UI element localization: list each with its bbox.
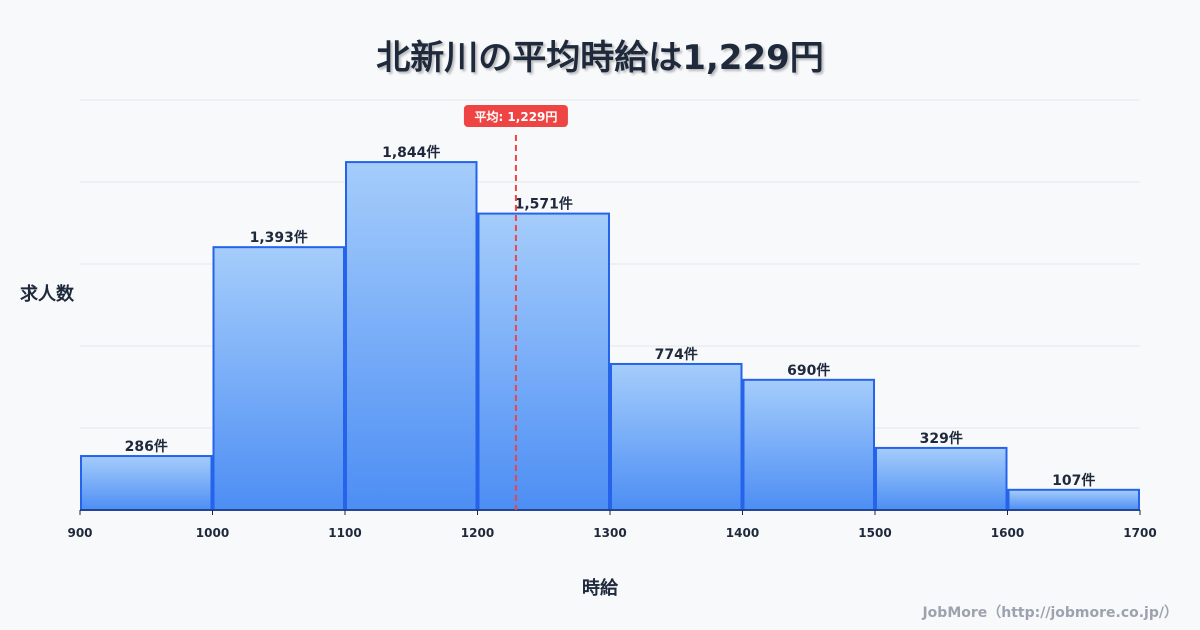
bar-value-label: 774件	[655, 346, 698, 363]
x-tick-label: 1600	[991, 526, 1024, 540]
x-tick-label: 1300	[593, 526, 626, 540]
bar	[742, 378, 875, 511]
bar-value-label: 329件	[920, 430, 963, 447]
mean-label-badge	[463, 105, 568, 127]
x-tick-label: 1200	[461, 526, 494, 540]
mean-label: 平均: 1,229円	[474, 109, 557, 124]
bar	[477, 212, 610, 511]
y-axis-label: 求人数	[20, 284, 74, 305]
bar	[212, 246, 345, 512]
x-tick-label: 1500	[858, 526, 891, 540]
bar	[345, 161, 478, 511]
footer-credit: JobMore（http://jobmore.co.jp/）	[922, 605, 1178, 621]
x-tick-label: 1700	[1123, 526, 1156, 540]
x-axis-label: 時給	[582, 578, 618, 599]
x-tick-label: 900	[67, 526, 92, 540]
bar-value-label: 1,393件	[250, 229, 308, 246]
bar-value-label: 107件	[1052, 472, 1095, 489]
bar-value-label: 1,844件	[382, 144, 440, 161]
x-tick-label: 1100	[328, 526, 361, 540]
x-tick-label: 1400	[726, 526, 759, 540]
bar	[610, 362, 743, 511]
x-tick-label: 1000	[196, 526, 229, 540]
bar	[1007, 488, 1140, 511]
bar-value-label: 1,571件	[515, 196, 573, 213]
bar-value-label: 690件	[787, 362, 830, 379]
bar	[875, 446, 1008, 511]
bar-value-label: 286件	[125, 438, 168, 455]
chart-title: 北新川の平均時給は1,229円	[376, 38, 824, 78]
bar	[80, 455, 213, 512]
